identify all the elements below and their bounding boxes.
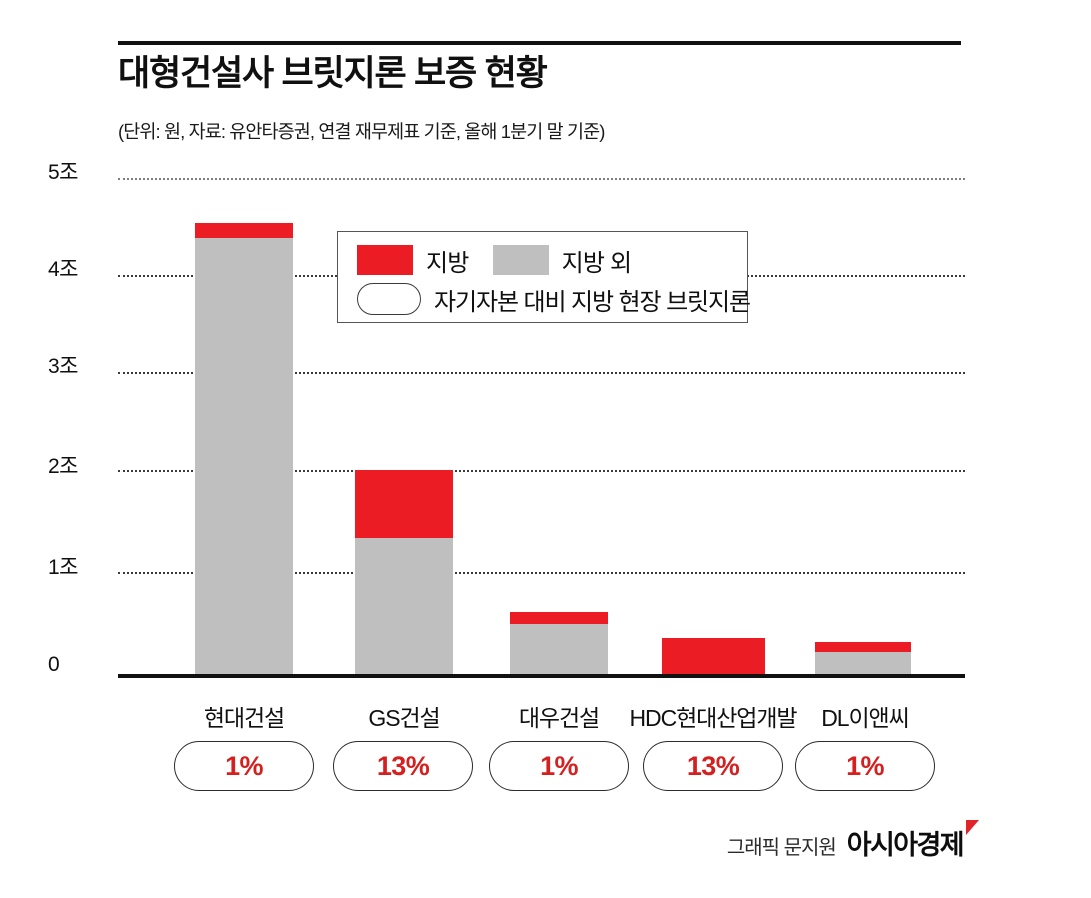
bar-daewoo[interactable] bbox=[510, 612, 608, 675]
bar-dl[interactable] bbox=[815, 642, 911, 675]
y-axis: 5조 4조 3조 2조 1조 0 bbox=[40, 161, 118, 676]
x-label-daewoo: 대우건설 bbox=[518, 705, 600, 731]
legend-row-ratio: 자기자본 대비 지방 현장 브릿지론 bbox=[357, 282, 751, 316]
legend-swatch-nonlocal-icon bbox=[492, 245, 549, 275]
bar-segment-nonlocal bbox=[355, 538, 453, 675]
brand-logo-text: 아시아경제 bbox=[846, 830, 965, 860]
y-tick-0: 0 bbox=[48, 653, 60, 676]
header-rule bbox=[118, 41, 961, 45]
ratio-pill-dl[interactable]: 1% bbox=[795, 741, 935, 791]
y-tick-2: 2조 bbox=[48, 455, 79, 478]
y-tick-4: 4조 bbox=[48, 258, 79, 281]
bar-segment-nonlocal bbox=[195, 238, 293, 675]
ratio-value: 1% bbox=[540, 750, 578, 781]
bar-segment-local bbox=[815, 642, 911, 652]
ratio-pill-hyundai[interactable]: 1% bbox=[174, 741, 314, 791]
ratio-pill-gs[interactable]: 13% bbox=[333, 741, 473, 791]
ratio-value: 13% bbox=[376, 750, 430, 781]
page-title: 대형건설사 브릿지론 보증 현황 bbox=[118, 54, 548, 93]
x-label-gs: GS건설 bbox=[368, 705, 440, 731]
x-label-dl: DL이앤씨 bbox=[821, 705, 909, 731]
legend: 지방 지방 외 자기자본 대비 지방 현장 브릿지론 bbox=[337, 231, 751, 323]
y-tick-3: 3조 bbox=[48, 355, 79, 378]
legend-label-ratio: 자기자본 대비 지방 현장 브릿지론 bbox=[434, 288, 751, 316]
x-label-hdc: HDC현대산업개발 bbox=[629, 705, 798, 731]
gridline-3 bbox=[118, 372, 965, 374]
bar-segment-nonlocal bbox=[510, 624, 608, 675]
legend-label-nonlocal: 지방 외 bbox=[561, 249, 633, 277]
ratio-value: 1% bbox=[225, 750, 263, 781]
ratio-pill-daewoo[interactable]: 1% bbox=[489, 741, 629, 791]
gridline-5 bbox=[118, 178, 965, 180]
y-tick-1: 1조 bbox=[48, 556, 79, 579]
bar-gs[interactable] bbox=[355, 470, 453, 675]
x-axis-line bbox=[118, 674, 965, 678]
ratio-pill-hdc[interactable]: 13% bbox=[643, 741, 783, 791]
bar-segment-local bbox=[355, 470, 453, 538]
bar-segment-nonlocal bbox=[815, 652, 911, 675]
ratio-value: 13% bbox=[686, 750, 740, 781]
legend-label-local: 지방 bbox=[426, 249, 469, 277]
bar-hdc[interactable] bbox=[662, 638, 765, 675]
legend-pill-icon bbox=[357, 283, 421, 315]
footer: 그래픽 문지원 아시아경제 bbox=[726, 823, 965, 862]
legend-swatch-local-icon bbox=[357, 245, 413, 275]
gridline-1 bbox=[118, 572, 965, 574]
bar-segment-local bbox=[662, 638, 765, 675]
bar-hyundai[interactable] bbox=[195, 223, 293, 675]
y-tick-5: 5조 bbox=[48, 161, 79, 184]
bar-segment-local bbox=[510, 612, 608, 624]
gridline-2 bbox=[118, 470, 965, 472]
chart-subtitle: (단위: 원, 자료: 유안타증권, 연결 재무제표 기준, 올해 1분기 말 … bbox=[118, 121, 605, 142]
graphic-credit: 그래픽 문지원 bbox=[726, 837, 837, 859]
brand-triangle-icon bbox=[966, 820, 979, 835]
bar-segment-local bbox=[195, 223, 293, 238]
x-label-hyundai: 현대건설 bbox=[203, 705, 285, 731]
ratio-value: 1% bbox=[846, 750, 884, 781]
legend-row-series: 지방 지방 외 bbox=[357, 243, 655, 277]
